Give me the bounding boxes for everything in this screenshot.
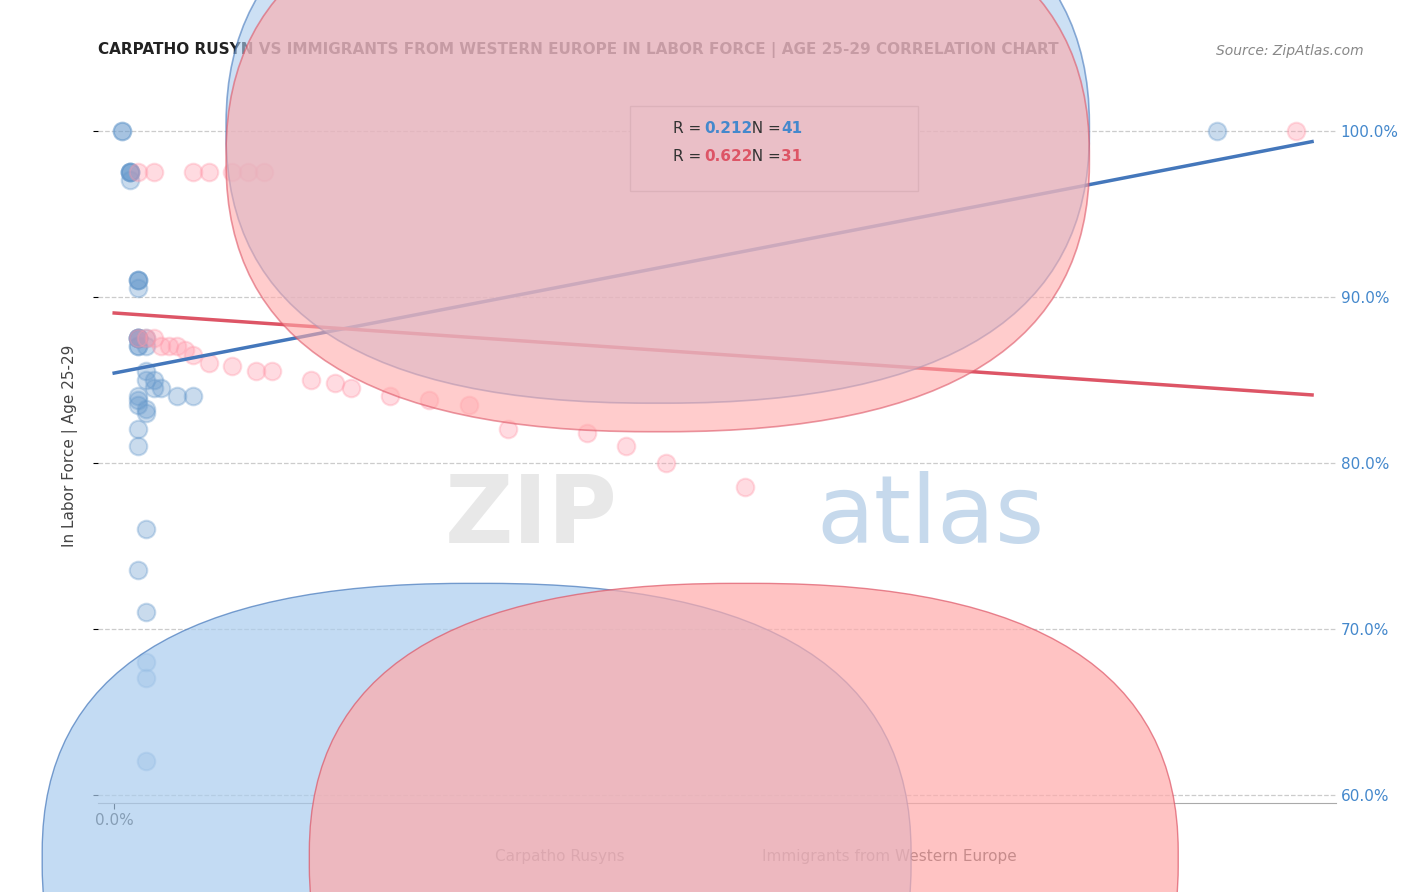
Point bbox=[127, 392, 149, 407]
Point bbox=[127, 331, 149, 345]
Point bbox=[127, 339, 149, 353]
Text: ZIP: ZIP bbox=[446, 471, 619, 564]
Point bbox=[135, 605, 157, 619]
Point bbox=[135, 522, 157, 536]
Text: atlas: atlas bbox=[815, 471, 1045, 564]
Point bbox=[150, 339, 173, 353]
Point bbox=[378, 389, 401, 403]
Point bbox=[339, 381, 361, 395]
Point bbox=[127, 281, 149, 295]
Text: 41: 41 bbox=[782, 121, 803, 136]
Point bbox=[127, 273, 149, 287]
Point bbox=[174, 343, 197, 357]
Point bbox=[142, 165, 165, 179]
Point bbox=[236, 165, 259, 179]
Text: R =: R = bbox=[673, 150, 706, 164]
Point bbox=[260, 364, 283, 378]
Point bbox=[111, 124, 134, 138]
Point bbox=[118, 173, 141, 187]
Text: N =: N = bbox=[742, 150, 786, 164]
Point bbox=[135, 373, 157, 387]
Point bbox=[299, 373, 322, 387]
Point bbox=[181, 389, 204, 403]
Point bbox=[323, 376, 346, 390]
Point bbox=[127, 331, 149, 345]
Point bbox=[734, 481, 756, 495]
Text: CARPATHO RUSYN VS IMMIGRANTS FROM WESTERN EUROPE IN LABOR FORCE | AGE 25-29 CORR: CARPATHO RUSYN VS IMMIGRANTS FROM WESTER… bbox=[98, 42, 1059, 58]
Point bbox=[127, 439, 149, 453]
Point bbox=[221, 165, 243, 179]
Point bbox=[127, 397, 149, 411]
Text: Source: ZipAtlas.com: Source: ZipAtlas.com bbox=[1216, 44, 1364, 58]
Point bbox=[418, 392, 440, 407]
Point bbox=[127, 165, 149, 179]
Point bbox=[127, 331, 149, 345]
Point bbox=[181, 165, 204, 179]
Y-axis label: In Labor Force | Age 25-29: In Labor Force | Age 25-29 bbox=[62, 345, 77, 547]
Point bbox=[118, 165, 141, 179]
Point bbox=[135, 331, 157, 345]
Point bbox=[135, 339, 157, 353]
Point bbox=[135, 331, 157, 345]
Point bbox=[253, 165, 276, 179]
Point bbox=[118, 165, 141, 179]
Text: 0.212: 0.212 bbox=[704, 121, 752, 136]
Point bbox=[150, 381, 173, 395]
Text: Carpatho Rusyns: Carpatho Rusyns bbox=[495, 849, 624, 863]
Text: Immigrants from Western Europe: Immigrants from Western Europe bbox=[762, 849, 1017, 863]
Point bbox=[127, 331, 149, 345]
Point bbox=[127, 331, 149, 345]
Point bbox=[142, 331, 165, 345]
Point bbox=[127, 422, 149, 436]
Text: 31: 31 bbox=[782, 150, 803, 164]
Point bbox=[157, 339, 180, 353]
Point bbox=[127, 273, 149, 287]
Point bbox=[1206, 124, 1229, 138]
Point bbox=[142, 381, 165, 395]
Point bbox=[245, 364, 267, 378]
Point bbox=[118, 165, 141, 179]
Point bbox=[118, 165, 141, 179]
Point bbox=[181, 348, 204, 362]
Point bbox=[616, 439, 638, 453]
Point bbox=[127, 389, 149, 403]
Point bbox=[166, 389, 188, 403]
Point bbox=[576, 425, 599, 440]
Point bbox=[135, 402, 157, 417]
Point bbox=[457, 397, 479, 411]
Point bbox=[135, 655, 157, 669]
Point bbox=[197, 165, 219, 179]
Point bbox=[135, 364, 157, 378]
Text: 0.622: 0.622 bbox=[704, 150, 752, 164]
Point bbox=[111, 124, 134, 138]
Point bbox=[166, 339, 188, 353]
Point bbox=[127, 273, 149, 287]
Point bbox=[496, 422, 519, 436]
Point bbox=[135, 406, 157, 420]
Point bbox=[197, 356, 219, 370]
Point bbox=[1285, 124, 1308, 138]
Point bbox=[127, 331, 149, 345]
Point bbox=[221, 359, 243, 374]
Point bbox=[135, 754, 157, 768]
Point bbox=[135, 671, 157, 685]
Point bbox=[655, 456, 678, 470]
Point bbox=[142, 373, 165, 387]
Point bbox=[127, 339, 149, 353]
Point bbox=[127, 564, 149, 578]
Text: N =: N = bbox=[742, 121, 786, 136]
Text: R =: R = bbox=[673, 121, 706, 136]
